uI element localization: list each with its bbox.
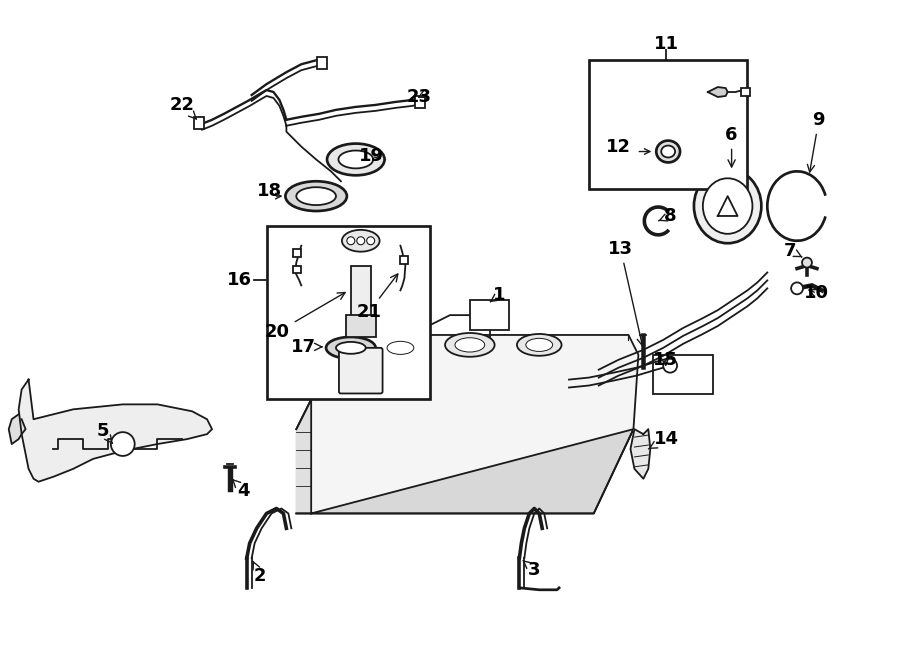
Text: 18: 18 <box>257 182 282 200</box>
Bar <box>293 249 302 256</box>
Bar <box>266 226 430 399</box>
Text: 14: 14 <box>649 430 679 449</box>
Bar <box>653 355 713 395</box>
Polygon shape <box>311 429 634 514</box>
Polygon shape <box>631 429 651 479</box>
Bar <box>346 315 375 337</box>
Ellipse shape <box>336 342 365 354</box>
Bar <box>470 300 509 330</box>
Text: 6: 6 <box>725 126 738 167</box>
Bar <box>293 266 302 274</box>
Text: 17: 17 <box>291 338 322 356</box>
Ellipse shape <box>326 337 375 359</box>
Circle shape <box>802 258 812 268</box>
Bar <box>317 58 327 69</box>
Text: 20: 20 <box>265 293 345 341</box>
Text: 19: 19 <box>359 147 384 165</box>
Text: 22: 22 <box>170 96 196 119</box>
Bar <box>415 96 425 108</box>
Ellipse shape <box>387 341 414 354</box>
Text: 10: 10 <box>805 284 830 302</box>
FancyBboxPatch shape <box>339 348 382 393</box>
Circle shape <box>111 432 135 456</box>
Text: 11: 11 <box>653 36 679 54</box>
Text: 2: 2 <box>253 561 266 585</box>
Text: 1: 1 <box>491 286 506 304</box>
Text: 5: 5 <box>96 422 112 443</box>
Text: 8: 8 <box>659 207 677 225</box>
Circle shape <box>791 282 803 294</box>
Ellipse shape <box>327 143 384 175</box>
Ellipse shape <box>445 333 495 357</box>
Polygon shape <box>9 414 25 444</box>
Circle shape <box>663 359 677 373</box>
Polygon shape <box>296 399 311 514</box>
Ellipse shape <box>338 151 373 169</box>
Text: 12: 12 <box>606 137 631 155</box>
Bar <box>589 60 748 189</box>
Text: 13: 13 <box>608 240 644 346</box>
Bar <box>400 256 409 264</box>
Ellipse shape <box>296 187 336 205</box>
Text: 4: 4 <box>232 479 250 500</box>
Text: 3: 3 <box>523 561 541 579</box>
Ellipse shape <box>703 178 752 234</box>
Circle shape <box>356 237 365 245</box>
Bar <box>351 266 371 320</box>
Bar <box>741 88 751 96</box>
Circle shape <box>346 237 355 245</box>
Ellipse shape <box>517 334 562 356</box>
Text: 16: 16 <box>228 272 252 290</box>
Ellipse shape <box>662 145 675 157</box>
Text: 15: 15 <box>652 351 678 369</box>
Text: 9: 9 <box>807 111 825 172</box>
Text: 7: 7 <box>784 242 802 260</box>
Text: 21: 21 <box>356 274 398 321</box>
Ellipse shape <box>378 337 423 359</box>
Polygon shape <box>707 87 727 97</box>
Ellipse shape <box>526 338 553 352</box>
Ellipse shape <box>342 230 380 252</box>
Polygon shape <box>19 379 212 482</box>
Ellipse shape <box>694 169 761 243</box>
Circle shape <box>366 237 374 245</box>
Bar <box>194 117 204 129</box>
Ellipse shape <box>656 141 680 163</box>
Ellipse shape <box>285 181 346 211</box>
Ellipse shape <box>455 338 485 352</box>
Polygon shape <box>296 335 638 514</box>
Text: 23: 23 <box>407 88 432 106</box>
